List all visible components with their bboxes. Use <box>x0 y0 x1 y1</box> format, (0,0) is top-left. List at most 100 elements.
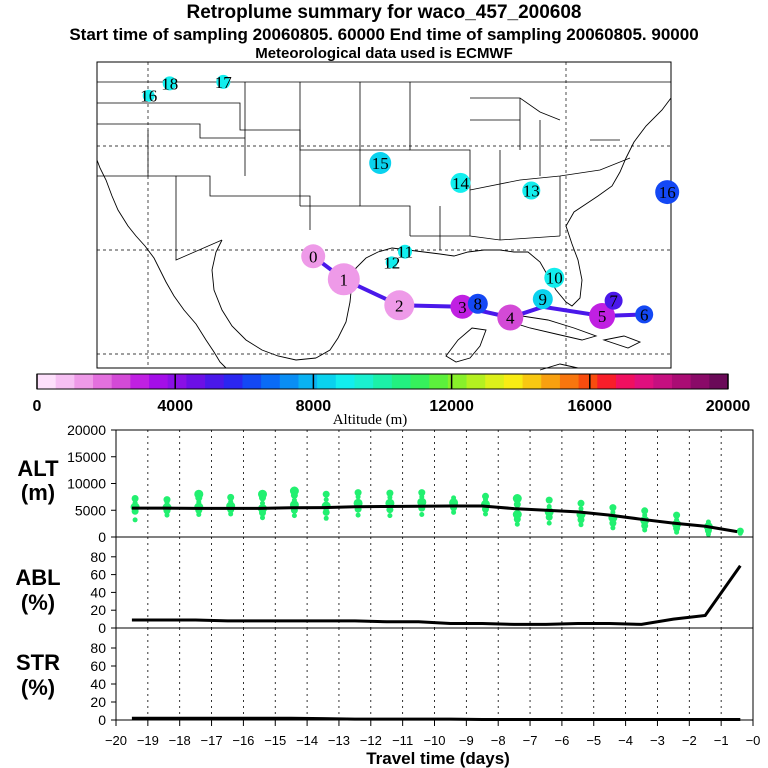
colorbar-swatch <box>541 374 561 389</box>
alt-scatter-point <box>577 499 585 507</box>
alt-panel: ALT (m) 0 5000 10000 15000 20000 <box>17 422 754 545</box>
str-y-ticks: 0 20 40 60 80 <box>90 640 116 728</box>
colorbar-swatch <box>671 374 692 389</box>
alt-scatter-point <box>451 509 457 515</box>
plume-marker-circle <box>327 263 360 296</box>
colorbar-swatch <box>503 374 523 389</box>
colorbar-swatch <box>74 374 94 389</box>
colorbar-swatch <box>559 374 579 389</box>
plume-marker-15: 15 <box>369 152 392 174</box>
plume-marker-14: 14 <box>450 172 471 193</box>
abl-line <box>131 564 742 626</box>
colorbar-swatch <box>55 374 75 389</box>
x-tick-label: −10 <box>423 733 445 748</box>
plume-marker-11: 11 <box>397 243 413 262</box>
str-panel-frame <box>115 627 754 721</box>
alt-scatter-point <box>289 486 299 496</box>
alt-scatter-point <box>258 489 267 499</box>
alt-scatter-point <box>291 513 297 519</box>
colorbar-swatch <box>130 374 150 389</box>
x-tick-label: −20 <box>105 733 127 748</box>
plume-marker-label: 12 <box>383 253 400 272</box>
x-tick-label: −6 <box>554 733 569 748</box>
colorbar-tick-label: 4000 <box>157 398 193 415</box>
plume-marker-circle <box>369 152 392 174</box>
colorbar-tick-label: 12000 <box>429 398 474 415</box>
alt-scatter-point <box>260 515 265 521</box>
plume-marker-circle <box>589 303 616 329</box>
alt-scatter-point <box>418 489 426 497</box>
alt-scatter-point <box>387 513 393 519</box>
colorbar-swatch <box>466 374 486 389</box>
alt-y-ticks: 0 5000 10000 15000 20000 <box>67 422 116 545</box>
alt-scatter-point <box>513 500 521 508</box>
plume-marker-label: 0 <box>309 247 318 266</box>
colorbar-swatch <box>578 374 598 389</box>
colorbar-swatch <box>522 374 542 389</box>
plume-marker-5: 5 <box>589 303 616 329</box>
plume-marker-circle <box>604 291 623 310</box>
x-tick-label: −18 <box>169 733 191 748</box>
alt-scatter-point <box>355 512 361 518</box>
alt-scatter-point <box>578 522 584 528</box>
colorbar-swatch <box>690 374 710 389</box>
plume-marker-18: 18 <box>161 74 178 93</box>
altitude-colorbar: 0 4000 8000 12000 16000 20000 Altitude (m) <box>33 373 751 428</box>
plume-marker-label: 17 <box>215 73 233 92</box>
x-tick-label: −2 <box>682 733 697 748</box>
alt-scatter-point <box>132 517 138 523</box>
plume-marker-16: 16 <box>140 87 157 106</box>
colorbar-swatch <box>447 374 467 389</box>
plume-marker-17: 17 <box>215 73 233 92</box>
str-label-line1: STR <box>16 650 60 675</box>
plume-marker-label: 6 <box>640 305 649 324</box>
plume-marker-13: 13 <box>522 181 541 201</box>
plume-marker-circle <box>635 305 654 324</box>
x-tick-label: −14 <box>296 733 318 748</box>
colorbar-swatch <box>317 374 337 389</box>
plume-marker-label: 10 <box>546 269 563 288</box>
plume-marker-circle <box>655 180 680 205</box>
plume-marker-label: 16 <box>659 183 676 202</box>
plume-marker-1: 1 <box>327 263 360 296</box>
alt-scatter-point <box>578 506 584 512</box>
colorbar-swatch <box>261 374 281 389</box>
map-coastlines <box>96 97 672 371</box>
colorbar-swatch <box>93 374 113 389</box>
alt-scatter-point <box>417 497 427 507</box>
alt-scatter-point <box>227 493 235 501</box>
alt-scatter-point <box>705 519 711 525</box>
y-tick-label: 0 <box>98 712 106 728</box>
plume-marker-4: 4 <box>497 304 524 331</box>
alt-scatter-point <box>354 489 362 497</box>
plume-marker-label: 16 <box>140 87 157 106</box>
plume-marker-circle <box>450 172 471 193</box>
colorbar-swatch <box>279 374 299 389</box>
alt-mean-line <box>131 504 738 534</box>
x-tick-label: −11 <box>392 733 413 748</box>
plume-marker-circle <box>497 304 524 331</box>
plume-marker-circle <box>398 244 412 259</box>
colorbar-tick-label: 20000 <box>706 398 751 415</box>
alt-scatter-point <box>514 521 520 527</box>
colorbar-ticks: 0 4000 8000 12000 16000 20000 <box>33 374 751 415</box>
colorbar-label: Altitude (m) <box>333 412 408 428</box>
plume-marker-label: 4 <box>506 309 515 328</box>
alt-scatter-point <box>545 496 553 504</box>
plume-marker-16: 16 <box>655 180 680 205</box>
alt-scatter-point <box>322 490 330 498</box>
colorbar-swatch <box>186 374 206 389</box>
plume-marker-9: 9 <box>532 289 553 310</box>
colorbar-swatch <box>354 374 374 389</box>
plume-marker-label: 2 <box>395 296 404 315</box>
colorbar-swatch <box>298 374 318 389</box>
plume-marker-label: 15 <box>372 154 389 173</box>
plume-marker-label: 5 <box>598 307 607 326</box>
x-tick-label: −17 <box>201 733 223 748</box>
colorbar-swatch <box>391 374 411 389</box>
alt-scatter-point <box>322 508 330 516</box>
alt-scatter-point <box>674 517 680 523</box>
map-frame <box>96 61 672 369</box>
plume-marker-6: 6 <box>635 305 654 324</box>
